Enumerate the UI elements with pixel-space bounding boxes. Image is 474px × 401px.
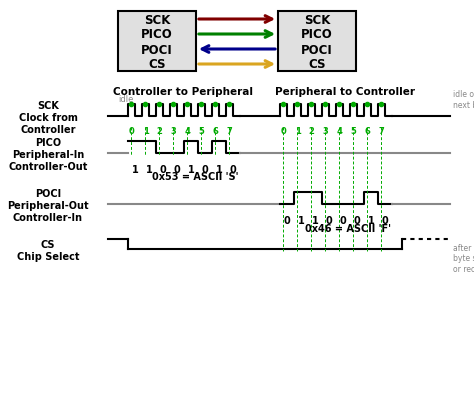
- Text: SCK
Clock from
Controller: SCK Clock from Controller: [18, 101, 77, 134]
- Text: SCK: SCK: [144, 14, 170, 26]
- Text: 1: 1: [143, 127, 148, 136]
- Text: 1: 1: [298, 215, 304, 225]
- Text: 2: 2: [156, 127, 163, 136]
- Text: PICO
Peripheral-In
Controller-Out: PICO Peripheral-In Controller-Out: [9, 138, 88, 171]
- Text: CS
Chip Select: CS Chip Select: [17, 240, 79, 261]
- Text: 3: 3: [323, 127, 328, 136]
- Text: 0: 0: [283, 215, 291, 225]
- Text: 1: 1: [188, 164, 194, 174]
- Text: 5: 5: [351, 127, 356, 136]
- Text: 0: 0: [326, 215, 332, 225]
- Text: 0: 0: [128, 127, 134, 136]
- Text: POCI
Peripheral-Out
Controller-In: POCI Peripheral-Out Controller-In: [7, 189, 89, 222]
- Text: 5: 5: [199, 127, 204, 136]
- Text: idle: idle: [118, 95, 134, 104]
- Text: 1: 1: [132, 164, 138, 174]
- Text: 1: 1: [216, 164, 222, 174]
- Text: 0x46 = ASCII 'F': 0x46 = ASCII 'F': [305, 223, 391, 233]
- Text: 7: 7: [227, 127, 232, 136]
- Text: SCK: SCK: [304, 14, 330, 26]
- Text: CS: CS: [308, 59, 326, 71]
- Text: POCI: POCI: [301, 43, 333, 57]
- Text: 0: 0: [340, 215, 346, 225]
- Text: 1: 1: [294, 127, 301, 136]
- Text: 0: 0: [229, 164, 237, 174]
- Text: 0: 0: [173, 164, 181, 174]
- Text: 4: 4: [337, 127, 342, 136]
- Bar: [278, 12, 356, 72]
- Text: CS: CS: [148, 59, 166, 71]
- Text: 0: 0: [354, 215, 360, 225]
- Text: 2: 2: [309, 127, 314, 136]
- Text: PICO: PICO: [301, 28, 333, 41]
- Text: Controller to Peripheral: Controller to Peripheral: [113, 87, 253, 97]
- Text: 0: 0: [201, 164, 209, 174]
- Text: after last
byte sent
or received: after last byte sent or received: [453, 243, 474, 273]
- Text: 0x53 = ASCII 'S': 0x53 = ASCII 'S': [152, 172, 238, 182]
- Text: idle or
next byte: idle or next byte: [453, 90, 474, 109]
- Text: 0: 0: [160, 164, 166, 174]
- Text: 6: 6: [212, 127, 219, 136]
- Text: 6: 6: [365, 127, 371, 136]
- Text: 4: 4: [184, 127, 191, 136]
- Text: PICO: PICO: [141, 28, 173, 41]
- Text: POCI: POCI: [141, 43, 173, 57]
- Text: 1: 1: [146, 164, 152, 174]
- Text: 1: 1: [311, 215, 319, 225]
- Text: 7: 7: [379, 127, 384, 136]
- Text: 0: 0: [281, 127, 286, 136]
- Text: 1: 1: [368, 215, 374, 225]
- Bar: [118, 12, 196, 72]
- Text: 0: 0: [382, 215, 388, 225]
- Text: 3: 3: [171, 127, 176, 136]
- Text: Peripheral to Controller: Peripheral to Controller: [275, 87, 415, 97]
